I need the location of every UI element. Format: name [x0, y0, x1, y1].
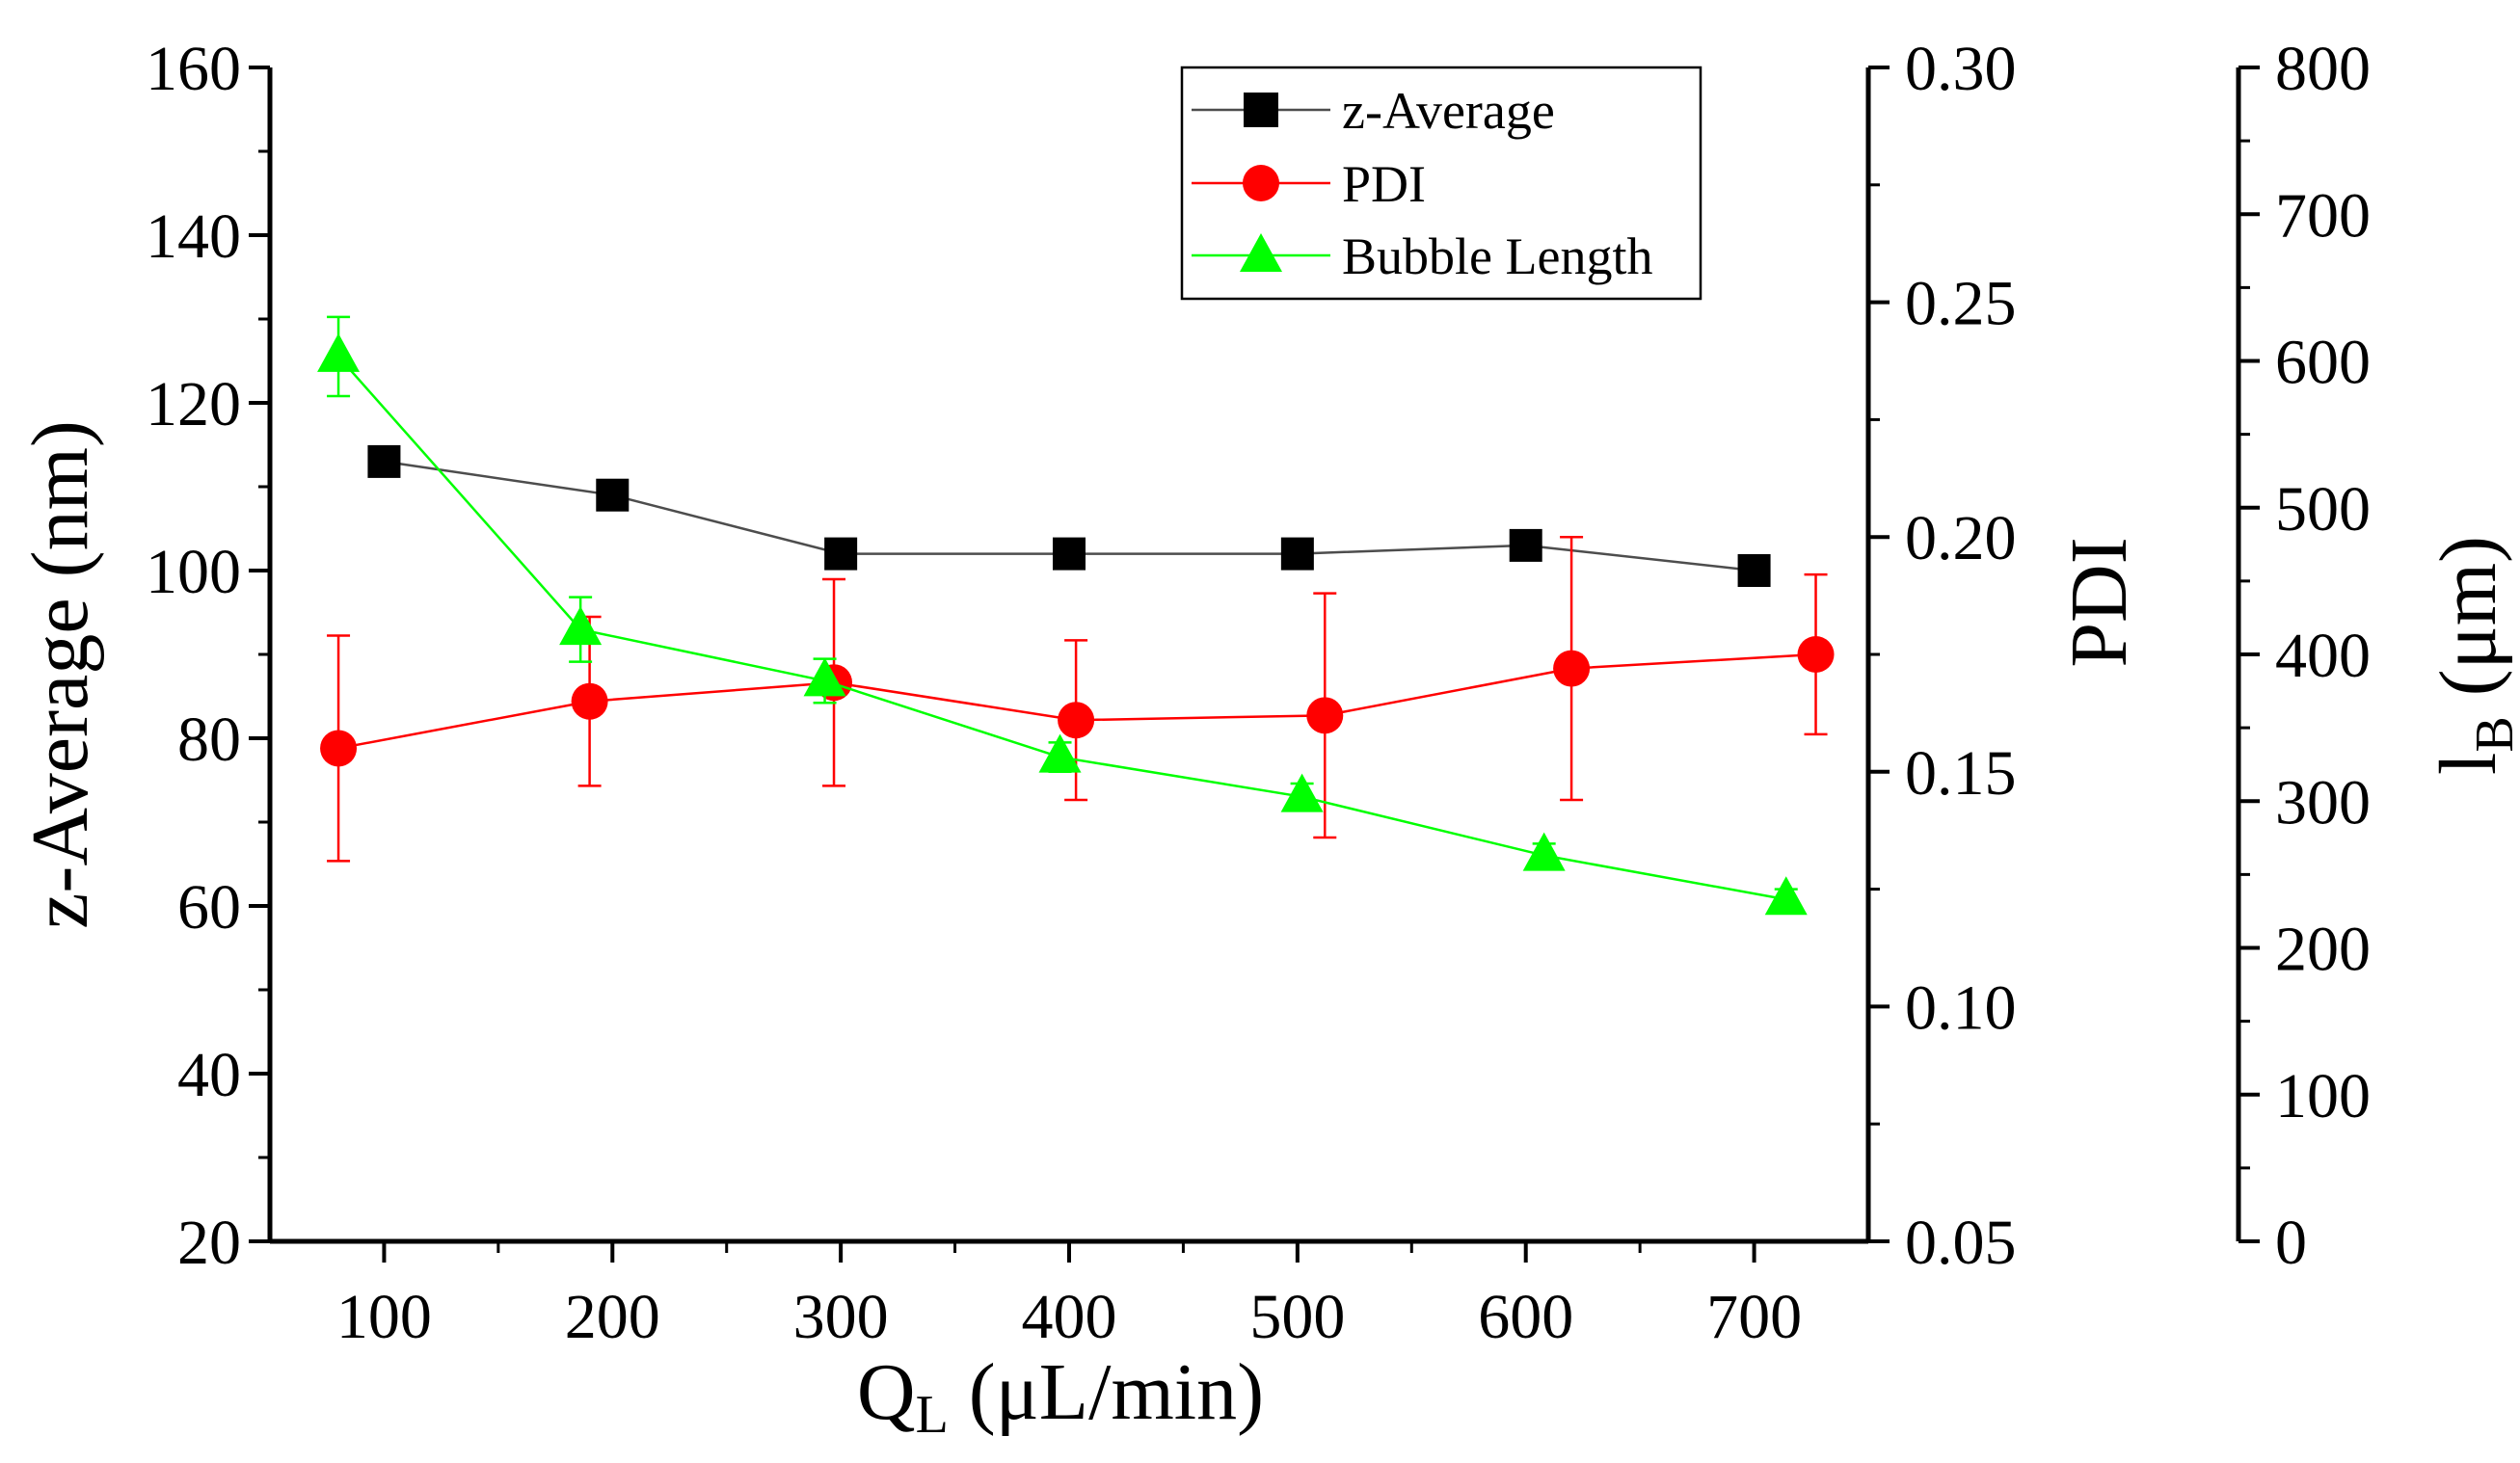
data-point — [1280, 773, 1324, 812]
data-point — [1306, 697, 1344, 734]
y-left-tick-label: 120 — [146, 369, 241, 439]
series-bubble-length — [317, 315, 1808, 916]
data-point — [1038, 733, 1082, 773]
axes-group: 100 200 300 400 500 600 700 20 40 60 80 100 120 140 16… — [146, 34, 2371, 1352]
y-left-tick-label: 80 — [177, 705, 241, 775]
legend-marker-square — [1244, 93, 1278, 127]
legend-label-bubble-length: Bubble Length — [1342, 227, 1652, 285]
data-point — [1058, 702, 1095, 739]
data-point — [1764, 876, 1808, 916]
y-right2-tick-label: 400 — [2275, 621, 2371, 691]
y-right1-tick-label: 0.20 — [1905, 503, 2017, 573]
y-right1-axis-title: PDI — [2054, 537, 2144, 667]
y-right2-tick-label: 0 — [2275, 1208, 2307, 1278]
y-right1-tick-label: 0.10 — [1905, 972, 2017, 1043]
data-point — [1553, 650, 1591, 687]
data-point — [559, 606, 603, 646]
x-tick-label: 400 — [1022, 1282, 1117, 1352]
legend-label-pdi: PDI — [1342, 155, 1426, 213]
data-point — [1509, 528, 1542, 562]
data-point — [1737, 554, 1771, 587]
series-z-average — [367, 444, 1771, 587]
data-point — [1797, 636, 1835, 673]
x-tick-label: 700 — [1706, 1282, 1802, 1352]
legend-entry-bubble-length: Bubble Length — [1192, 227, 1652, 285]
y-right2-tick-label: 600 — [2275, 328, 2371, 398]
y-left-axis-title: z-Average (nm) — [15, 420, 105, 929]
data-point — [320, 730, 358, 767]
legend-entry-z-average: z-Average — [1192, 82, 1555, 140]
data-point — [803, 657, 846, 697]
y-right1-tick-label: 0.25 — [1905, 269, 2017, 339]
series-line — [337, 356, 1786, 901]
y-right1-tick-label: 0.05 — [1905, 1208, 2017, 1278]
y-right1-tick-label: 0.30 — [1905, 34, 2017, 104]
y-left-tick-label: 160 — [146, 34, 241, 104]
x-tick-label: 500 — [1249, 1282, 1345, 1352]
x-tick-label: 600 — [1478, 1282, 1573, 1352]
legend-entry-pdi: PDI — [1192, 155, 1426, 213]
series-pdi — [320, 535, 1835, 863]
data-point — [824, 537, 858, 571]
data-point — [1053, 537, 1086, 571]
y-left-tick-label: 140 — [146, 201, 241, 272]
data-point — [1280, 537, 1314, 571]
data-point — [571, 682, 608, 720]
y-right2-tick-label: 700 — [2275, 180, 2371, 251]
data-point — [1522, 832, 1566, 871]
y-right2-tick-label: 100 — [2275, 1061, 2371, 1131]
y-right2-axis-title: lB (μm) — [2424, 536, 2520, 775]
x-tick-label: 200 — [565, 1282, 660, 1352]
x-tick-label: 100 — [336, 1282, 432, 1352]
legend-marker-circle — [1243, 165, 1279, 201]
y-right2-tick-label: 500 — [2275, 474, 2371, 545]
legend: z-Average PDI Bubble Length — [1180, 66, 1702, 301]
data-point — [317, 332, 361, 372]
y-left-tick-label: 20 — [177, 1208, 241, 1278]
y-right1-tick-label: 0.15 — [1905, 738, 2017, 809]
data-point — [596, 478, 630, 512]
y-right2-tick-label: 800 — [2275, 34, 2371, 104]
data-point — [367, 444, 401, 478]
y-left-tick-label: 40 — [177, 1040, 241, 1110]
x-tick-label: 300 — [793, 1282, 889, 1352]
y-right2-tick-label: 200 — [2275, 915, 2371, 985]
y-right2-tick-label: 300 — [2275, 767, 2371, 838]
series-group — [317, 315, 1835, 916]
legend-marker-triangle — [1240, 233, 1282, 272]
axis-titles: QL (μL/min) z-Average (nm) PDI lB (μm) — [15, 420, 2520, 1445]
y-left-tick-label: 100 — [146, 537, 241, 607]
y-left-tick-label: 60 — [177, 872, 241, 943]
x-axis-title: QL (μL/min) — [857, 1347, 1264, 1445]
legend-label-z-average: z-Average — [1342, 82, 1555, 140]
